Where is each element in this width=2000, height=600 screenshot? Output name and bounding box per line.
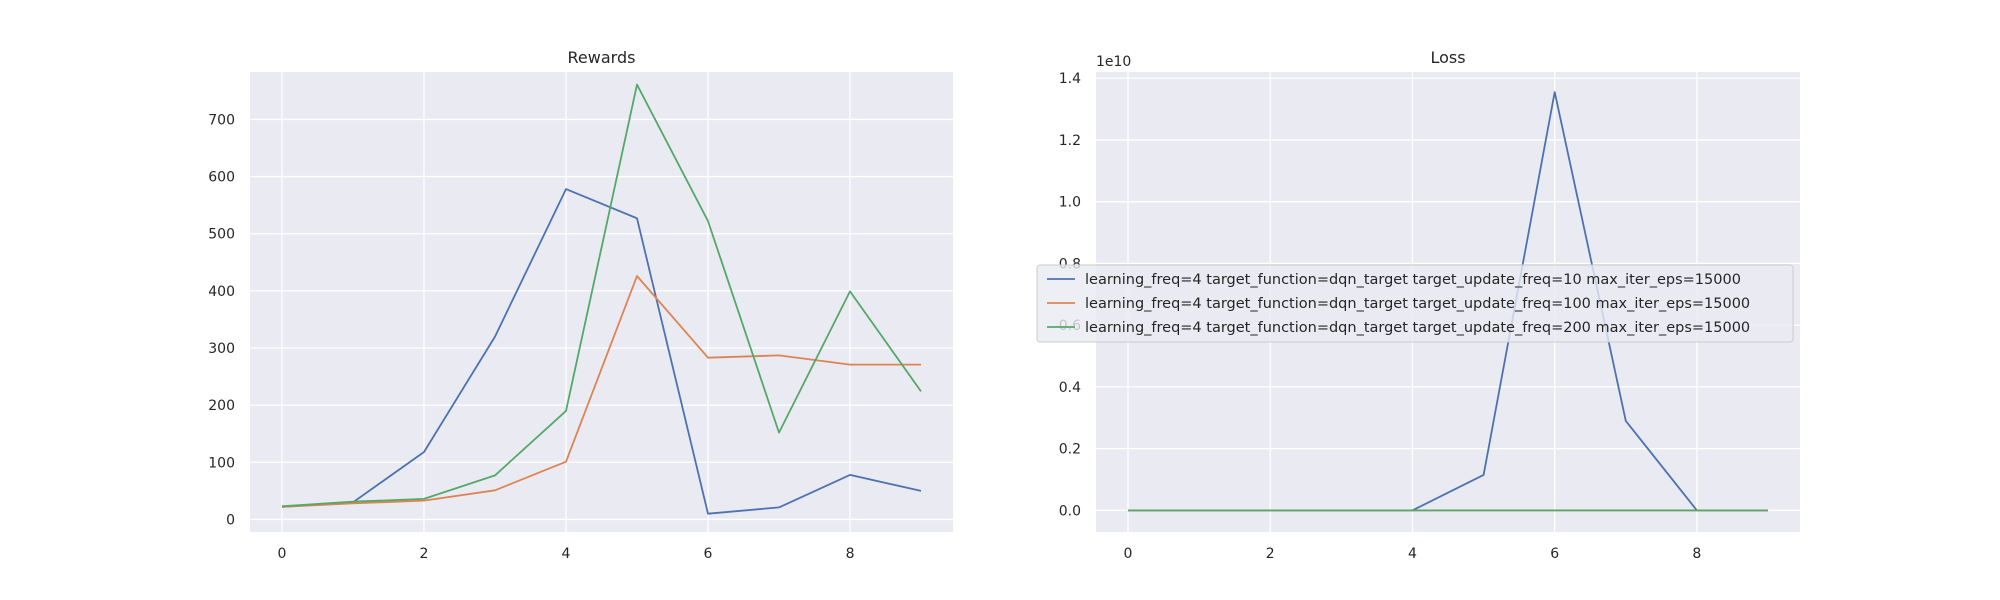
y-tick-label: 0.2: [1059, 442, 1081, 458]
rewards-plot-area: [250, 72, 953, 532]
loss-title: Loss: [1430, 48, 1465, 67]
y-tick-label: 1.2: [1059, 133, 1081, 149]
y-tick-label: 700: [208, 112, 235, 128]
y-tick-label: 400: [208, 284, 235, 300]
legend-label: learning_freq=4 target_function=dqn_targ…: [1085, 272, 1741, 288]
y-tick-label: 600: [208, 170, 235, 186]
legend-entry: learning_freq=4 target_function=dqn_targ…: [1047, 320, 1750, 336]
y-tick-label: 0.0: [1059, 503, 1081, 519]
loss-y-offset-label: 1e10: [1096, 54, 1131, 70]
x-tick-label: 2: [420, 546, 429, 562]
y-tick-label: 0.4: [1059, 380, 1081, 396]
x-tick-label: 2: [1266, 546, 1275, 562]
x-tick-label: 0: [1124, 546, 1133, 562]
legend-entry: learning_freq=4 target_function=dqn_targ…: [1047, 296, 1750, 312]
y-tick-label: 0: [226, 512, 235, 528]
legend-label: learning_freq=4 target_function=dqn_targ…: [1085, 320, 1750, 336]
rewards-tick-labels: 0 2 4 6 8 0 100 200 300 400 500 600 700: [208, 112, 854, 562]
y-tick-label: 1.4: [1059, 71, 1081, 87]
y-tick-label: 100: [208, 455, 235, 471]
rewards-series-lines: [281, 83, 922, 515]
legend: learning_freq=4 target_function=dqn_targ…: [1036, 264, 1794, 343]
y-tick-label: 500: [208, 227, 235, 243]
rewards-grid: [250, 72, 953, 532]
series-line-1: [281, 188, 922, 515]
y-tick-label: 1.0: [1059, 195, 1081, 211]
rewards-chart: 0 2 4 6 8 0 100 200 300 400 500 600 700 Rewards: [208, 48, 953, 562]
x-tick-label: 6: [1550, 546, 1559, 562]
x-tick-label: 8: [1692, 546, 1701, 562]
loss-series-lines: [1128, 91, 1768, 512]
y-tick-label: 300: [208, 341, 235, 357]
rewards-title: Rewards: [568, 48, 636, 67]
x-tick-label: 0: [277, 546, 286, 562]
x-tick-label: 4: [1408, 546, 1417, 562]
x-tick-label: 8: [846, 546, 855, 562]
series-line-3: [281, 83, 922, 508]
legend-entry: learning_freq=4 target_function=dqn_targ…: [1047, 272, 1741, 288]
y-tick-label: 200: [208, 398, 235, 414]
x-tick-label: 6: [704, 546, 713, 562]
x-tick-label: 4: [562, 546, 571, 562]
legend-label: learning_freq=4 target_function=dqn_targ…: [1085, 296, 1750, 312]
legend-box: [1036, 264, 1794, 343]
